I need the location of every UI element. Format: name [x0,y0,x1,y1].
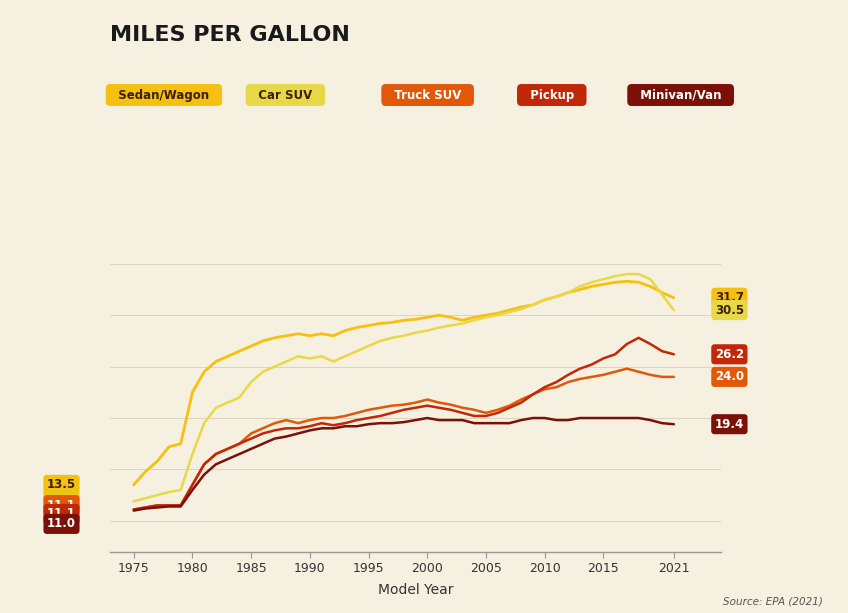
Text: 31.7: 31.7 [715,291,744,304]
Text: Truck SUV: Truck SUV [386,88,470,102]
Text: Minivan/Van: Minivan/Van [632,88,729,102]
Text: 13.5: 13.5 [47,478,76,492]
Text: 24.0: 24.0 [715,370,744,383]
Text: Car SUV: Car SUV [250,88,321,102]
Text: MILES PER GALLON: MILES PER GALLON [110,25,350,45]
Text: 11.9: 11.9 [47,495,76,508]
Text: 19.4: 19.4 [715,417,744,431]
Text: 26.2: 26.2 [715,348,744,361]
Text: Pickup: Pickup [522,88,582,102]
Text: 11.1: 11.1 [47,498,76,512]
X-axis label: Model Year: Model Year [377,584,454,598]
Text: 11.1: 11.1 [47,508,76,520]
Text: Source: EPA (2021): Source: EPA (2021) [722,597,823,607]
Text: 11.0: 11.0 [47,517,76,530]
Text: 30.5: 30.5 [715,303,744,316]
Text: Sedan/Wagon: Sedan/Wagon [110,88,218,102]
